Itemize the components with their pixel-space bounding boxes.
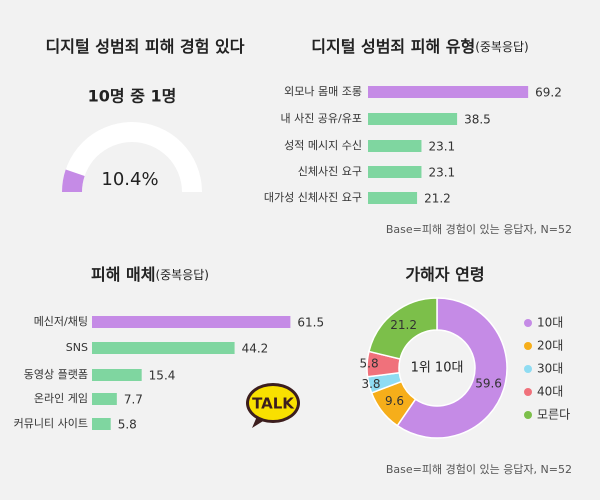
bar <box>368 166 422 178</box>
bar <box>368 140 422 152</box>
value-label: 38.5 <box>464 113 491 127</box>
category-label: 온라인 게임 <box>34 392 88 405</box>
gauge-value <box>62 169 85 192</box>
note: Base=피해 경험이 있는 응답자, N=52 <box>386 462 572 476</box>
legend-label: 10대 <box>537 316 563 330</box>
category-label: 신체사진 요구 <box>298 165 362 178</box>
value-label: 23.1 <box>428 166 455 180</box>
category-label: 내 사진 공유/유포 <box>280 112 362 125</box>
category-label: 성적 메시지 수신 <box>284 139 362 152</box>
legend-marker <box>524 388 532 396</box>
title-note: (중복응답) <box>155 268 209 282</box>
bar <box>368 192 418 204</box>
legend-marker <box>524 342 532 350</box>
talk-logo: TALK <box>246 383 300 428</box>
legend-label: 30대 <box>537 362 563 376</box>
slice-label: 3.8 <box>361 377 380 391</box>
legend-label: 모른다 <box>537 408 570 422</box>
bar <box>92 418 111 430</box>
title-note: (중복응답) <box>475 40 529 54</box>
donut-slice <box>368 297 438 360</box>
slice-label: 21.2 <box>390 318 417 332</box>
value-label: 5.8 <box>118 418 137 432</box>
subtitle: 10명 중 1명 <box>88 87 177 106</box>
value-label: 61.5 <box>297 316 324 330</box>
bar <box>92 393 117 405</box>
chart-title: 디지털 성범죄 피해 경험 있다 <box>46 37 245 56</box>
note: Base=피해 경험이 있는 응답자, N=52 <box>386 222 572 236</box>
logo-text: TALK <box>252 395 295 413</box>
value-label: 15.4 <box>149 369 176 383</box>
chart-title: 가해자 연령 <box>405 265 484 284</box>
donut-slice <box>396 297 508 439</box>
slice-label: 5.8 <box>360 357 379 371</box>
value-label: 69.2 <box>535 86 562 100</box>
title-main: 디지털 성범죄 피해 유형 <box>311 37 475 56</box>
gauge-label: 10.4% <box>101 169 158 190</box>
title-main: 가해자 연령 <box>405 265 484 284</box>
legend-marker <box>524 365 532 373</box>
bar <box>92 369 142 381</box>
bar <box>368 113 458 125</box>
value-label: 21.2 <box>424 192 451 206</box>
category-label: 대가성 신체사진 요구 <box>264 191 362 204</box>
category-label: 커뮤니티 사이트 <box>14 417 88 430</box>
title-main: 피해 매체 <box>91 265 155 284</box>
legend-marker <box>524 411 532 419</box>
gauge-track <box>62 122 202 192</box>
legend-label: 40대 <box>537 385 563 399</box>
value-label: 23.1 <box>428 140 455 154</box>
category-label: SNS <box>66 341 88 354</box>
slice-label: 9.6 <box>385 394 404 408</box>
chart-title: 피해 매체(중복응답) <box>91 265 209 284</box>
value-label: 44.2 <box>242 342 269 356</box>
bar <box>92 342 235 354</box>
logo-bubble <box>249 386 297 420</box>
legend-label: 20대 <box>537 339 563 353</box>
center-label: 1위 10대 <box>411 361 464 376</box>
value-label: 7.7 <box>124 393 143 407</box>
chart-title: 디지털 성범죄 피해 유형(중복응답) <box>311 37 528 56</box>
bar <box>92 316 291 328</box>
category-label: 동영상 플랫폼 <box>24 368 88 381</box>
title-main: 디지털 성범죄 피해 경험 있다 <box>46 37 245 56</box>
category-label: 메신저/채팅 <box>34 315 88 328</box>
legend-marker <box>524 319 532 327</box>
category-label: 외모나 몸매 조롱 <box>284 85 362 98</box>
bar <box>368 86 529 98</box>
slice-label: 59.6 <box>475 377 502 391</box>
